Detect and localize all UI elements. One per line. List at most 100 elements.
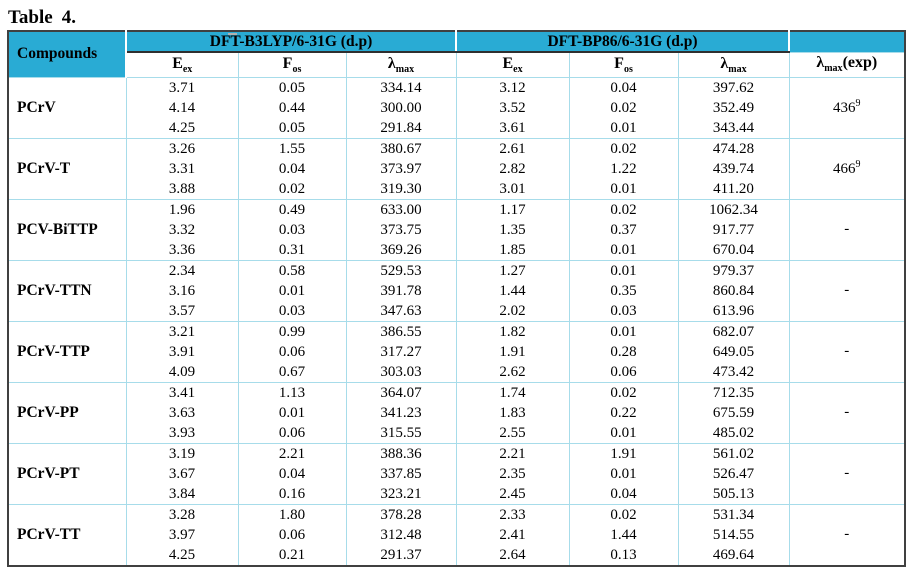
- value: 1.83: [499, 404, 526, 421]
- value: 1.91: [610, 445, 637, 462]
- value: 1.44: [610, 526, 637, 543]
- value: 3.63: [168, 404, 196, 421]
- value: 1.91: [499, 343, 526, 360]
- bp86-lmax-cell: 979.37 860.84 613.96: [677, 259, 790, 322]
- bp86-fos-cell: 0.02 0.37 0.01: [568, 198, 679, 261]
- value: 0.04: [610, 485, 637, 502]
- value: 2.34: [168, 262, 196, 279]
- value: 0.04: [278, 465, 306, 482]
- value: 2.02: [499, 302, 526, 319]
- value: 0.05: [278, 79, 306, 96]
- value: 3.93: [168, 424, 196, 441]
- bp86-lmax-header: λmax: [677, 51, 790, 78]
- value: 0.06: [278, 526, 306, 543]
- value: 1.22: [610, 160, 637, 177]
- value: 0.04: [278, 160, 306, 177]
- table-caption-number: 4.: [61, 7, 76, 28]
- bp86-fos-header: Fos: [568, 51, 679, 78]
- compound-name: PCrV-PP: [7, 381, 127, 444]
- bp86-lmax-cell: 682.07 649.05 473.42: [677, 320, 790, 383]
- value: 312.48: [380, 526, 422, 543]
- value: 1.55: [278, 140, 306, 157]
- value: 2.21: [499, 445, 526, 462]
- b3lyp-fos-cell: 0.99 0.06 0.67: [237, 320, 347, 383]
- exp-value-cell: -: [788, 320, 906, 383]
- bp86-fos-cell: 1.91 0.01 0.04: [568, 442, 679, 505]
- value: 3.28: [168, 506, 196, 523]
- b3lyp-fos-cell: 1.80 0.06 0.21: [237, 503, 347, 566]
- exp-header-spacer: [788, 30, 906, 53]
- value: 386.55: [380, 323, 422, 340]
- value: 373.75: [380, 221, 422, 238]
- value: 2.41: [499, 526, 526, 543]
- value: 0.01: [610, 241, 637, 258]
- b3lyp-eex-cell: 3.41 3.63 3.93: [125, 381, 239, 444]
- value: 0.02: [610, 99, 637, 116]
- b3lyp-eex-cell: 3.28 3.97 4.25: [125, 503, 239, 566]
- fos-symbol: F: [614, 54, 624, 72]
- bp86-lmax-cell: 531.34 514.55 469.64: [677, 503, 790, 566]
- value: 0.03: [278, 302, 306, 319]
- value: 0.44: [278, 99, 306, 116]
- value: 0.01: [278, 404, 306, 421]
- b3lyp-lmax-cell: 380.67 373.97 319.30: [345, 137, 457, 200]
- compound-name: PCrV-T: [7, 137, 127, 200]
- bp86-group-header: DFT-BP86/6-31G (d.p): [455, 30, 791, 53]
- value: 2.33: [499, 506, 526, 523]
- compound-name: PCV-BiTTP: [7, 198, 127, 261]
- b3lyp-eex-cell: 1.96 3.32 3.36: [125, 198, 239, 261]
- compound-name: PCrV-PT: [7, 442, 127, 505]
- bp86-eex-cell: 1.74 1.83 2.55: [455, 381, 570, 444]
- value: 4.25: [168, 119, 196, 136]
- bp86-fos-cell: 0.01 0.35 0.03: [568, 259, 679, 322]
- exp-value: 436: [833, 100, 856, 116]
- value: 3.32: [168, 221, 196, 238]
- value: 860.84: [712, 282, 755, 299]
- exp-reference: 9: [855, 98, 861, 109]
- value: 682.07: [712, 323, 755, 340]
- b3lyp-eex-header: Eex: [125, 51, 239, 78]
- value: 3.67: [168, 465, 196, 482]
- compound-name: PCrV-TT: [7, 503, 127, 566]
- value: 0.04: [610, 79, 637, 96]
- value: 373.97: [380, 160, 422, 177]
- value: 3.71: [168, 79, 196, 96]
- value: 300.00: [380, 99, 422, 116]
- bp86-eex-cell: 2.21 2.35 2.45: [455, 442, 570, 505]
- table-row: PCrV-TTP 3.21 3.91 4.09 0.99 0.06 0.67 386.55 31…: [7, 320, 906, 383]
- bp86-fos-cell: 0.02 1.22 0.01: [568, 137, 679, 200]
- value: 712.35: [712, 384, 755, 401]
- value: 917.77: [712, 221, 755, 238]
- b3lyp-lmax-cell: 529.53 391.78 347.63: [345, 259, 457, 322]
- b3lyp-fos-cell: 0.58 0.01 0.03: [237, 259, 347, 322]
- b3lyp-eex-cell: 3.26 3.31 3.88: [125, 137, 239, 200]
- bp86-lmax-cell: 474.28 439.74 411.20: [677, 137, 790, 200]
- b3lyp-lmax-cell: 633.00 373.75 369.26: [345, 198, 457, 261]
- table-row: PCrV-T 3.26 3.31 3.88 1.55 0.04 0.02 380.67 373.…: [7, 137, 906, 200]
- table-row: PCrV-PT 3.19 3.67 3.84 2.21 0.04 0.16 388.36 337…: [7, 442, 906, 505]
- b3lyp-fos-cell: 2.21 0.04 0.16: [237, 442, 347, 505]
- value: 1.74: [499, 384, 526, 401]
- table-row: PCrV 3.71 4.14 4.25 0.05 0.44 0.05 334.14 300.00…: [7, 76, 906, 139]
- value: 378.28: [380, 506, 422, 523]
- dft-results-table: Compounds DFT-B3LYP/6-31G (d.p) DFT-BP86…: [7, 30, 907, 567]
- fos-subscript: os: [292, 63, 302, 75]
- value: 3.57: [168, 302, 196, 319]
- b3lyp-eex-cell: 3.71 4.14 4.25: [125, 76, 239, 139]
- bp86-lmax-cell: 712.35 675.59 485.02: [677, 381, 790, 444]
- compound-name: PCrV-TTP: [7, 320, 127, 383]
- b3lyp-fos-cell: 1.13 0.01 0.06: [237, 381, 347, 444]
- value: 613.96: [712, 302, 755, 319]
- b3lyp-fos-cell: 0.49 0.03 0.31: [237, 198, 347, 261]
- b3lyp-eex-cell: 2.34 3.16 3.57: [125, 259, 239, 322]
- table-body: PCrV 3.71 4.14 4.25 0.05 0.44 0.05 334.14 300.00…: [7, 76, 906, 566]
- value: 0.13: [610, 546, 637, 563]
- value: 3.84: [168, 485, 196, 502]
- value: 979.37: [712, 262, 755, 279]
- value: 1062.34: [709, 201, 758, 218]
- value: 0.22: [610, 404, 637, 421]
- value: 0.01: [610, 119, 637, 136]
- value: 3.16: [168, 282, 196, 299]
- bp86-eex-cell: 1.27 1.44 2.02: [455, 259, 570, 322]
- value: 411.20: [713, 180, 754, 197]
